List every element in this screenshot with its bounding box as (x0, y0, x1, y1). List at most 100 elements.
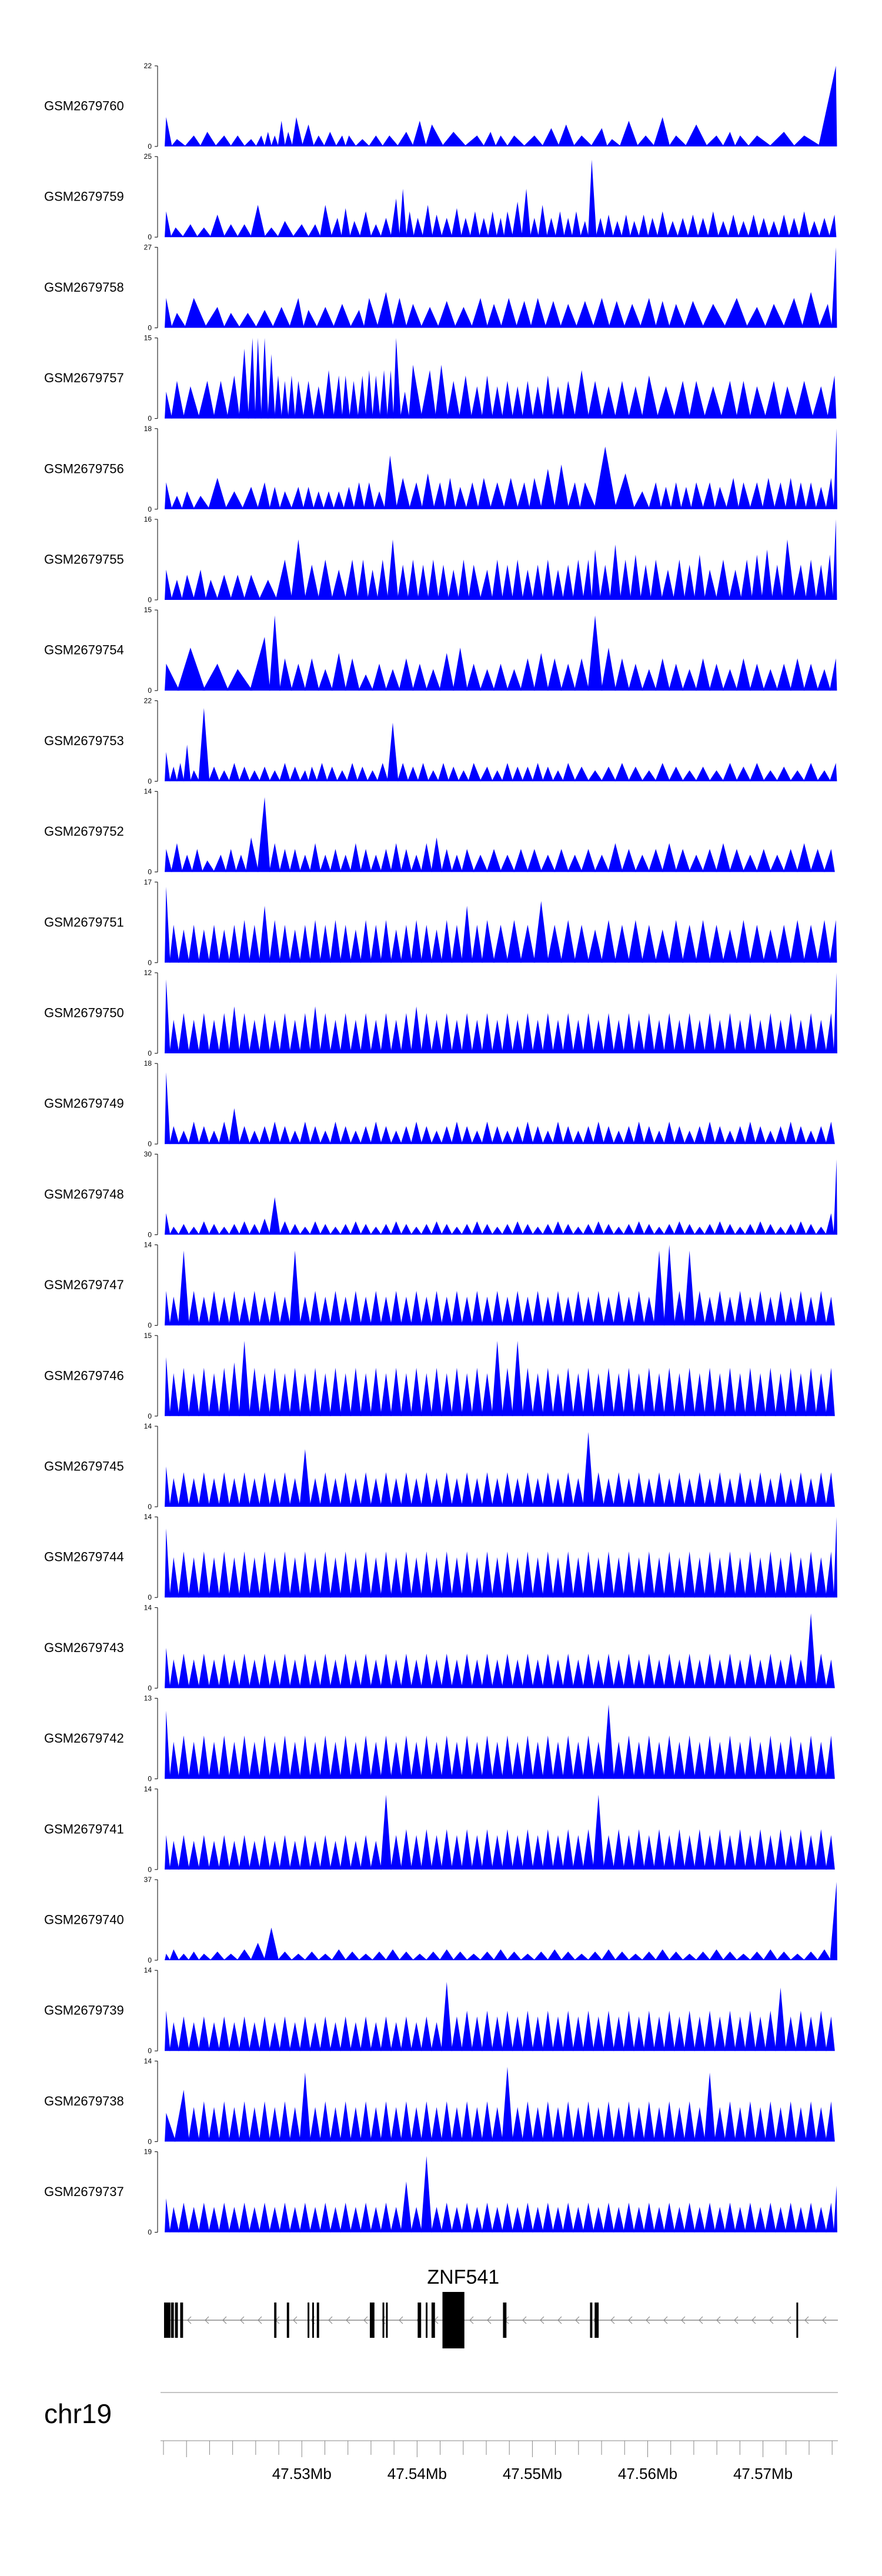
coverage-peak (299, 1013, 311, 1053)
coverage-peak (370, 1019, 382, 1053)
coverage-peak (542, 1013, 554, 1053)
coverage-peak (309, 1290, 321, 1326)
coverage-peak (188, 1478, 200, 1507)
coverage-peak (299, 855, 311, 872)
coverage-peak (557, 124, 575, 146)
coverage-peak (198, 1472, 210, 1507)
coverage-peak (323, 132, 337, 146)
coverage-peak (464, 135, 485, 146)
y-tick-label: 18 (144, 1059, 152, 1067)
coverage-peak (823, 849, 835, 872)
coverage-peak (663, 2101, 675, 2142)
coverage-peak (269, 1478, 280, 1507)
coverage-peak (228, 1840, 240, 1870)
coverage-peak (350, 2022, 362, 2051)
track-label: GSM2679744 (44, 1550, 124, 1564)
coverage-peak (527, 849, 542, 872)
strand-arrow (240, 2316, 245, 2324)
coverage-peak (603, 2101, 614, 2142)
coverage-peak (177, 648, 206, 691)
coverage-peak (331, 1949, 346, 1960)
coverage-peak (239, 1835, 250, 1870)
coverage-peak (441, 1373, 453, 1416)
coverage-peak (724, 2101, 736, 2142)
y-tick-label: 0 (148, 868, 152, 876)
coverage-peak (340, 1551, 352, 1598)
coverage-peak (165, 1072, 171, 1144)
coverage-peak (198, 929, 210, 963)
gene-exon (590, 2303, 593, 2338)
coverage-peak (722, 669, 738, 691)
coverage-peak (413, 218, 423, 238)
coverage-peak (643, 1013, 655, 1053)
coverage-peak (493, 925, 509, 963)
coverage-peak (263, 227, 279, 238)
coverage-peak (459, 375, 472, 419)
coverage-peak (826, 1296, 835, 1326)
coverage-peak (650, 559, 663, 600)
coverage-peak (560, 303, 577, 328)
coverage-peak (587, 929, 603, 963)
coverage-peak (562, 1367, 574, 1416)
coverage-peak (412, 121, 427, 146)
coverage-peak (468, 565, 482, 600)
coverage-peak (492, 1741, 503, 1779)
coverage-peak (228, 1290, 240, 1326)
coverage-peak (795, 1290, 807, 1326)
coverage-peak (333, 303, 352, 328)
coverage-peak (724, 2010, 736, 2051)
y-tick-label: 30 (144, 1150, 152, 1158)
coverage-peak (461, 1829, 473, 1870)
coverage-peak (249, 2022, 260, 2051)
coverage-peak (249, 1019, 260, 1053)
coverage-peak (764, 1551, 776, 1598)
coverage-peak (831, 247, 837, 328)
coverage-peak (492, 1019, 503, 1053)
coverage-peak (420, 1653, 432, 1689)
coverage-peak (208, 2022, 220, 2051)
coverage-peak (704, 2203, 716, 2233)
coverage-peak (188, 1226, 200, 1235)
coverage-peak (309, 1557, 321, 1598)
coverage-peak (754, 1290, 766, 1326)
coverage-peak (461, 1224, 473, 1235)
coverage-peak (165, 482, 172, 509)
coverage-peak (198, 1953, 212, 1960)
y-tick-label: 0 (148, 142, 152, 151)
coverage-peak (471, 1659, 483, 1689)
coverage-peak (583, 1653, 594, 1689)
coverage-peak (724, 1013, 736, 1053)
coverage-peak (502, 1653, 513, 1689)
coverage-peak (468, 763, 482, 782)
strand-arrow (646, 2316, 650, 2324)
coverage-peak (795, 1373, 807, 1416)
coverage-peak (289, 1478, 301, 1507)
coverage-peak (663, 1735, 675, 1779)
coverage-peak (724, 1551, 736, 1598)
coverage-peak (815, 1126, 827, 1144)
y-tick-label: 27 (144, 243, 152, 251)
coverage-peak (451, 925, 463, 963)
coverage-peak (562, 2203, 574, 2233)
coverage-peak (542, 1367, 554, 1416)
coverage-peak (228, 1478, 240, 1507)
coverage-peak (318, 669, 333, 691)
coverage-peak (754, 2207, 766, 2233)
coverage-peak (720, 381, 738, 419)
coverage-peak (704, 1653, 716, 1689)
coverage-peak (482, 2203, 493, 2233)
coverage-peak (512, 2016, 523, 2051)
coverage-peak (269, 1122, 280, 1144)
strand-arrow (399, 2316, 403, 2324)
track-label: GSM2679755 (44, 552, 124, 567)
coverage-peak (260, 338, 269, 419)
coverage-peak (542, 128, 560, 146)
coverage-peak (270, 135, 279, 146)
coverage-peak (805, 1224, 817, 1235)
coverage-peak (542, 1551, 554, 1598)
coverage-peak (803, 925, 818, 963)
coverage-peak (367, 770, 379, 782)
coverage-peak (630, 554, 642, 600)
y-tick-label: 0 (148, 1866, 152, 1874)
